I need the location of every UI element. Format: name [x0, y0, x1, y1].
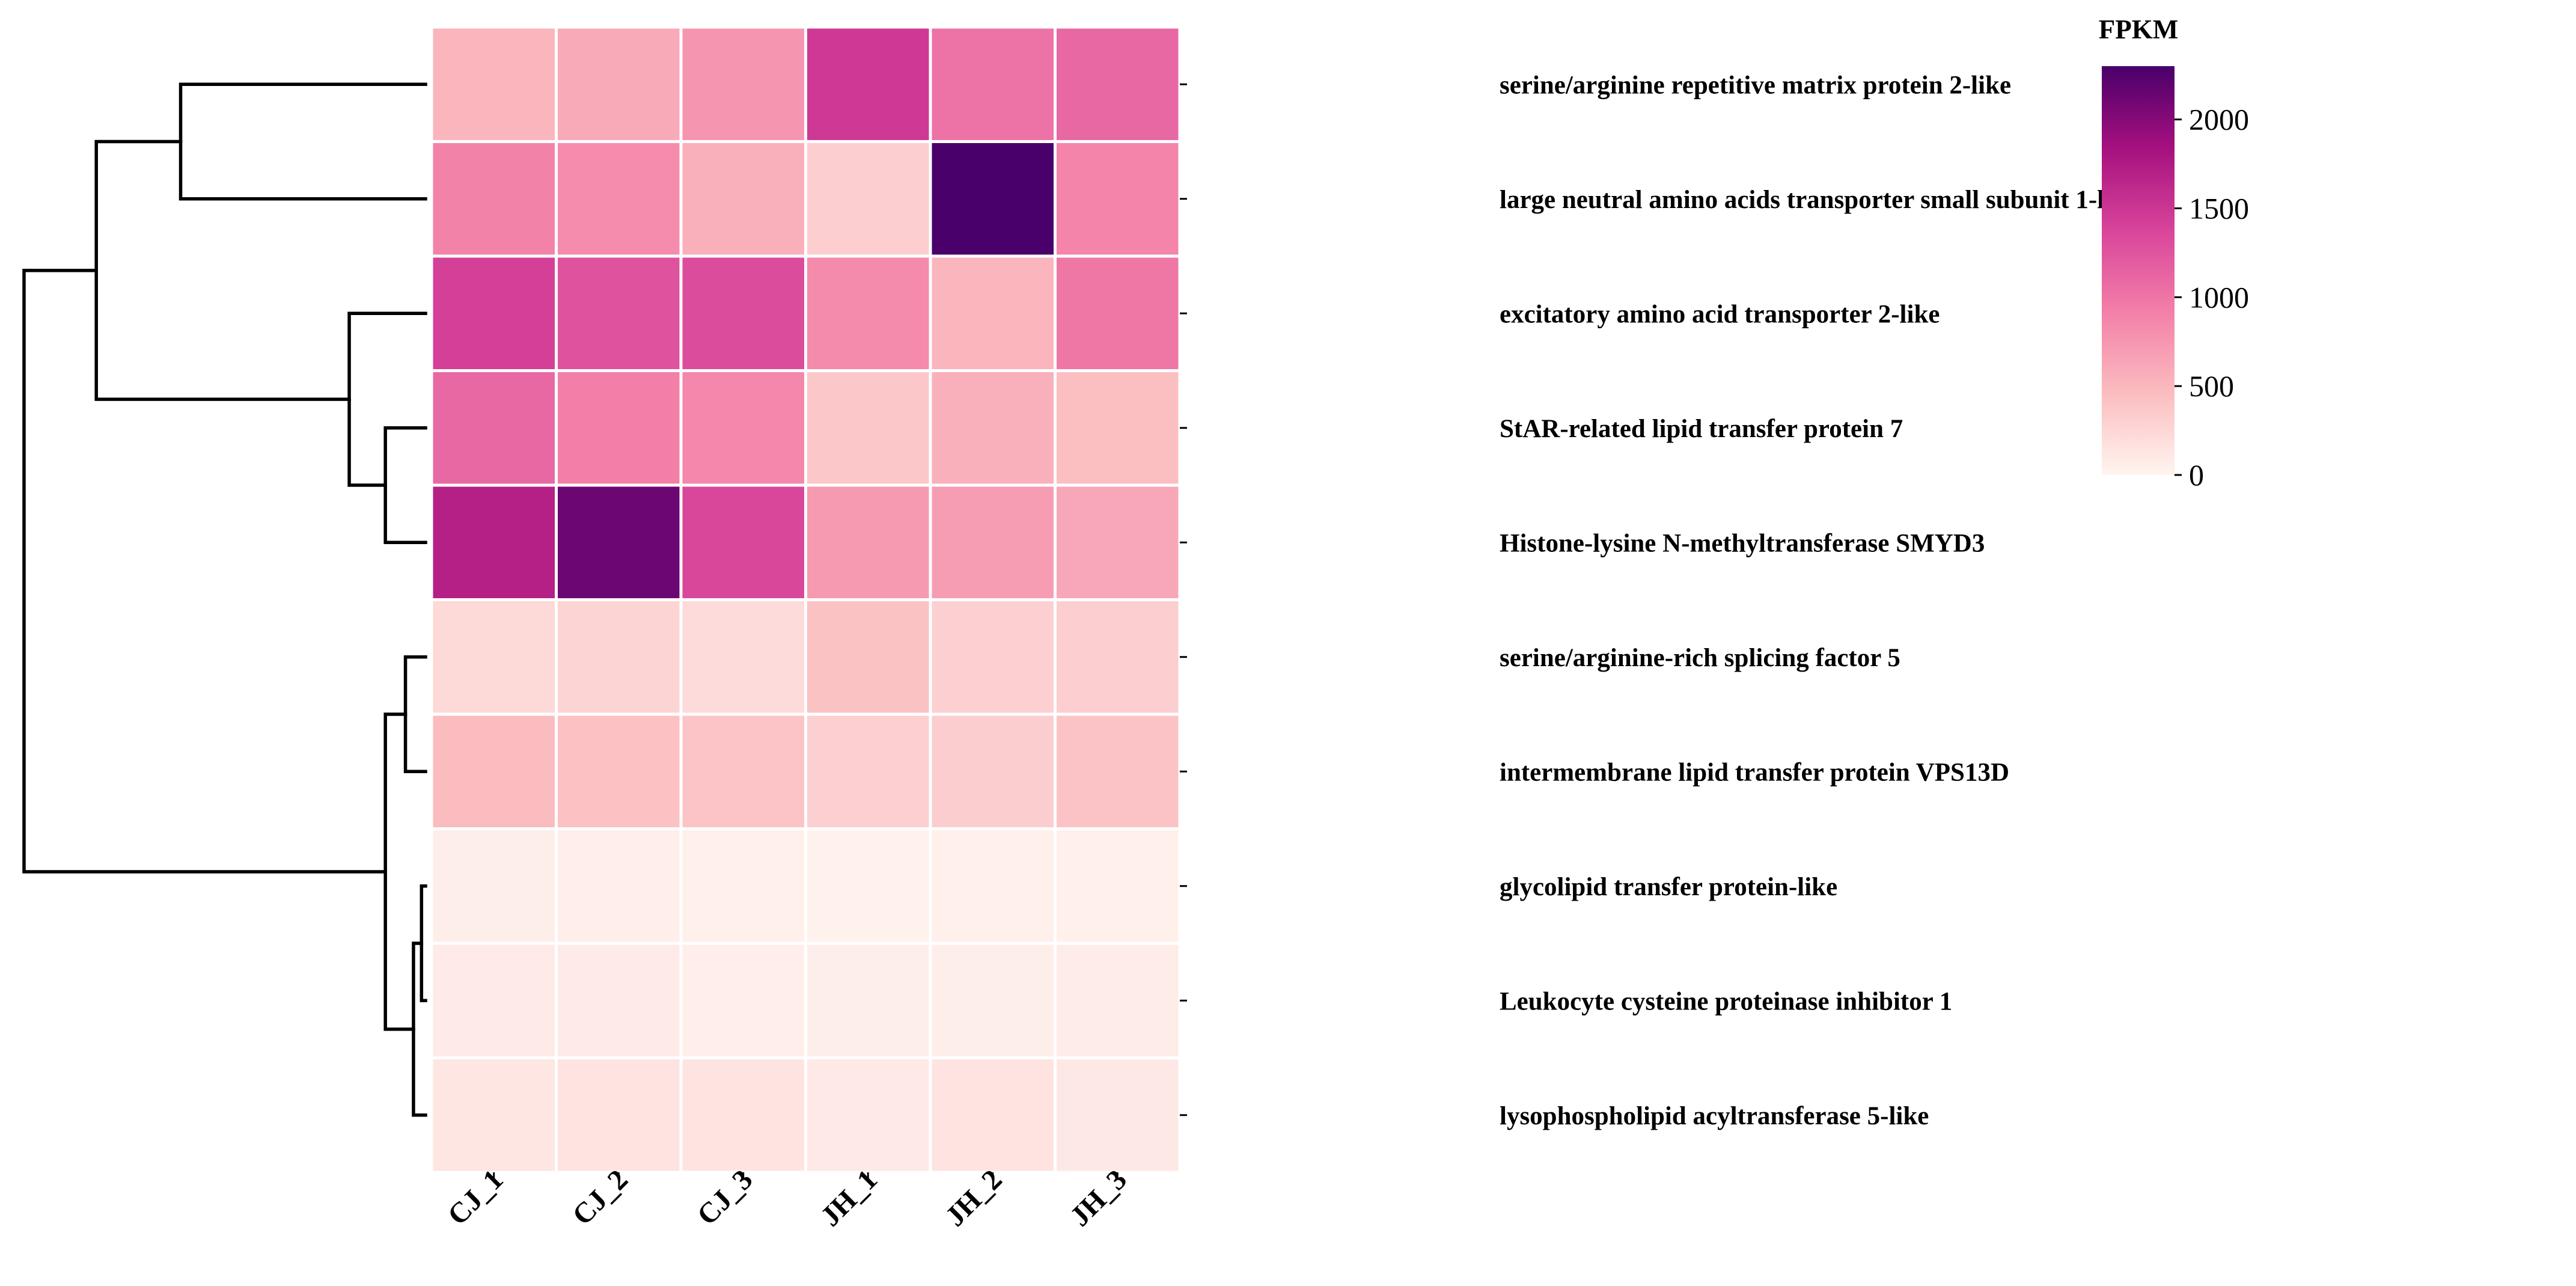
row-label: serine/arginine repetitive matrix protei…	[1500, 71, 2011, 99]
legend-tick-label: 1500	[2189, 192, 2249, 225]
heatmap-cell	[804, 254, 932, 372]
heatmap-cell	[555, 254, 683, 372]
heatmap-cell	[430, 369, 558, 487]
heatmap-cell	[555, 942, 683, 1059]
heatmap-cell	[430, 942, 558, 1059]
row-label: excitatory amino acid transporter 2-like	[1500, 300, 1940, 328]
heatmap-cell	[679, 140, 807, 258]
row-label: large neutral amino acids transporter sm…	[1500, 186, 2137, 214]
heatmap-cell	[430, 712, 558, 830]
heatmap-cell	[929, 483, 1057, 601]
row-label: StAR-related lipid transfer protein 7	[1500, 415, 1903, 443]
heatmap-cell	[804, 1056, 932, 1174]
heatmap-cell	[679, 598, 807, 716]
heatmap-cell	[430, 827, 558, 945]
heatmap-cell	[679, 827, 807, 945]
heatmap-cell	[555, 25, 683, 143]
heatmap-cell	[929, 140, 1057, 258]
heatmap-cell	[929, 827, 1057, 945]
heatmap-cell	[804, 25, 932, 143]
legend-tick-label: 0	[2189, 458, 2204, 492]
heatmap-cell	[929, 598, 1057, 716]
heatmap-cell	[430, 25, 558, 143]
heatmap-cell	[1054, 254, 1182, 372]
heatmap-cell	[804, 942, 932, 1059]
heatmap-cell	[430, 254, 558, 372]
heatmap-cell	[929, 942, 1057, 1059]
row-label: Leukocyte cysteine proteinase inhibitor …	[1500, 987, 1952, 1015]
heatmap-cell	[679, 712, 807, 830]
legend-ticks: 0 500 1000 1500 2000	[2175, 103, 2249, 492]
heatmap-cell	[679, 254, 807, 372]
heatmap-cell	[1054, 827, 1182, 945]
column-labels: CJ_1 CJ_2 CJ_3 JH_1 JH_2 JH_3	[442, 1163, 1133, 1232]
heatmap-cell	[679, 483, 807, 601]
heatmap-cell	[1054, 712, 1182, 830]
legend-colorbar	[2102, 66, 2175, 475]
dendrogram-branch	[179, 82, 427, 201]
color-legend: FPKM 0 500 1000 1500 2000	[2099, 14, 2249, 492]
dendrogram-branch	[383, 426, 427, 544]
dendrogram-branch	[383, 712, 415, 1031]
legend-tick-label: 1000	[2189, 280, 2249, 314]
heatmap-cell	[1054, 140, 1182, 258]
dendrogram-branch	[403, 655, 427, 773]
dendrogram-branch	[347, 311, 427, 487]
row-labels: serine/arginine repetitive matrix protei…	[1180, 71, 2137, 1130]
column-label: JH_3	[1064, 1163, 1133, 1232]
heatmap-cell	[929, 254, 1057, 372]
heatmap-cell	[1054, 942, 1182, 1059]
heatmap-cell	[1054, 483, 1182, 601]
heatmap-cell	[804, 369, 932, 487]
row-label: intermembrane lipid transfer protein VPS…	[1500, 758, 2009, 786]
heatmap-cell	[555, 483, 683, 601]
heatmap-cell	[430, 140, 558, 258]
heatmap-cell	[929, 712, 1057, 830]
heatmap-cell	[679, 25, 807, 143]
heatmap-cell	[804, 712, 932, 830]
heatmap-cell	[929, 1056, 1057, 1174]
heatmap-cell	[555, 712, 683, 830]
dendrogram-branch	[94, 139, 351, 401]
heatmap-cell	[555, 598, 683, 716]
heatmap-cell	[555, 827, 683, 945]
heatmap-cell	[804, 140, 932, 258]
heatmap-cell	[804, 483, 932, 601]
dendrogram-branch	[412, 942, 427, 1117]
row-label: glycolipid transfer protein-like	[1500, 873, 1837, 901]
dendrogram-branch	[22, 269, 387, 874]
legend-tick-label: 2000	[2189, 103, 2249, 136]
heatmap-cell	[1054, 598, 1182, 716]
column-label: JH_1	[814, 1163, 884, 1232]
heatmap-cell	[804, 598, 932, 716]
heatmap-cell	[929, 25, 1057, 143]
heatmap-cell	[1054, 369, 1182, 487]
heatmap-cell	[430, 1056, 558, 1174]
row-label: lysophospholipid acyltransferase 5-like	[1500, 1102, 1929, 1130]
legend-title: FPKM	[2099, 14, 2178, 44]
heatmap-cell	[555, 369, 683, 487]
legend-tick-label: 500	[2189, 369, 2234, 403]
heatmap-cell	[679, 369, 807, 487]
row-label: Histone-lysine N-methyltransferase SMYD3	[1500, 529, 1985, 557]
heatmap-cell	[929, 369, 1057, 487]
heatmap-cell	[804, 827, 932, 945]
heatmap-cell	[679, 942, 807, 1059]
heatmap-cell	[555, 140, 683, 258]
column-label: JH_2	[939, 1163, 1009, 1232]
heatmap-cell	[555, 1056, 683, 1174]
row-label: serine/arginine-rich splicing factor 5	[1500, 644, 1900, 672]
heatmap-cell	[679, 1056, 807, 1174]
heatmap-cell	[1054, 25, 1182, 143]
heatmap-cell	[430, 598, 558, 716]
row-dendrogram	[22, 82, 427, 1117]
heatmap-cell	[1054, 1056, 1182, 1174]
heatmap-cell	[430, 483, 558, 601]
heatmap-cells	[430, 25, 1182, 1174]
